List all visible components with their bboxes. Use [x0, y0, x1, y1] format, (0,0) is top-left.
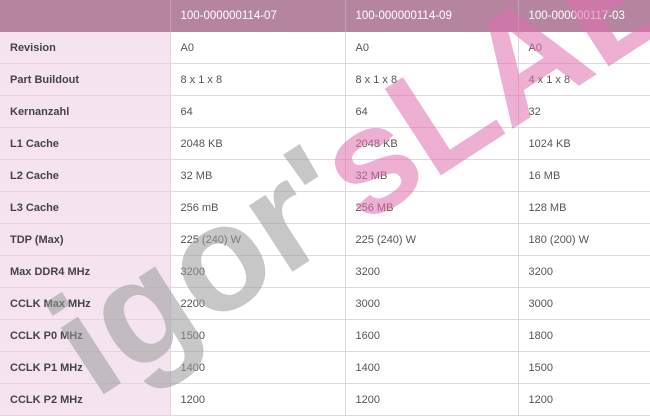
- value-cell: 128 MB: [517, 191, 650, 224]
- value-cell: 3200: [517, 255, 650, 288]
- value-cell: 1200: [517, 383, 650, 416]
- table-row: CCLK Max MHz 2200 3000 3000: [0, 287, 650, 320]
- value-cell: 1500: [517, 351, 650, 384]
- value-cell: 64: [169, 95, 345, 128]
- table-row: L3 Cache 256 mB 256 MB 128 MB: [0, 191, 650, 224]
- table-row: TDP (Max) 225 (240) W 225 (240) W 180 (200)…: [0, 223, 650, 256]
- value-cell: 1600: [344, 319, 518, 352]
- value-cell: 2200: [169, 287, 345, 320]
- value-cell: A0: [169, 32, 345, 64]
- table-row: Kernanzahl 64 64 32: [0, 95, 650, 128]
- value-cell: 1500: [169, 319, 345, 352]
- value-cell: 2048 KB: [344, 127, 518, 160]
- row-label: L2 Cache: [0, 159, 170, 192]
- table-row: Max DDR4 MHz 3200 3200 3200: [0, 255, 650, 288]
- row-label: Part Buildout: [0, 63, 170, 96]
- value-cell: 180 (200) W: [517, 223, 650, 256]
- row-label: CCLK Max MHz: [0, 287, 170, 320]
- value-cell: 1400: [344, 351, 518, 384]
- value-cell: 3200: [344, 255, 518, 288]
- value-cell: 32 MB: [344, 159, 518, 192]
- value-cell: 1400: [169, 351, 345, 384]
- value-cell: 256 mB: [169, 191, 345, 224]
- table-row: Revision A0 A0 A0: [0, 32, 650, 64]
- header-cell: 100-000000117-03: [517, 0, 650, 32]
- value-cell: 256 MB: [344, 191, 518, 224]
- value-cell: 1200: [169, 383, 345, 416]
- value-cell: A0: [344, 32, 518, 64]
- table-row: CCLK P0 MHz 1500 1600 1800: [0, 319, 650, 352]
- row-label: Revision: [0, 32, 170, 64]
- value-cell: 1800: [517, 319, 650, 352]
- value-cell: 225 (240) W: [169, 223, 345, 256]
- value-cell: 1024 KB: [517, 127, 650, 160]
- value-cell: 32 MB: [169, 159, 345, 192]
- table-row: L1 Cache 2048 KB 2048 KB 1024 KB: [0, 127, 650, 160]
- value-cell: 8 x 1 x 8: [344, 63, 518, 96]
- value-cell: 4 x 1 x 8: [517, 63, 650, 96]
- table-row: CCLK P2 MHz 1200 1200 1200: [0, 383, 650, 416]
- row-label: CCLK P0 MHz: [0, 319, 170, 352]
- table-row: CCLK P1 MHz 1400 1400 1500: [0, 351, 650, 384]
- row-label: Max DDR4 MHz: [0, 255, 170, 288]
- table-row: L2 Cache 32 MB 32 MB 16 MB: [0, 159, 650, 192]
- header-row: 100-000000114-07 100-000000114-09 100-00…: [0, 0, 650, 32]
- value-cell: 8 x 1 x 8: [169, 63, 345, 96]
- value-cell: 3000: [344, 287, 518, 320]
- value-cell: A0: [517, 32, 650, 64]
- value-cell: 3000: [517, 287, 650, 320]
- row-label: TDP (Max): [0, 223, 170, 256]
- value-cell: 225 (240) W: [344, 223, 518, 256]
- row-label: L1 Cache: [0, 127, 170, 160]
- value-cell: 1200: [344, 383, 518, 416]
- value-cell: 16 MB: [517, 159, 650, 192]
- row-label: CCLK P1 MHz: [0, 351, 170, 384]
- value-cell: 3200: [169, 255, 345, 288]
- row-label: CCLK P2 MHz: [0, 383, 170, 416]
- value-cell: 2048 KB: [169, 127, 345, 160]
- value-cell: 32: [517, 95, 650, 128]
- header-cell: 100-000000114-09: [344, 0, 518, 32]
- header-cell: 100-000000114-07: [169, 0, 345, 32]
- header-cell: [0, 0, 170, 32]
- row-label: L3 Cache: [0, 191, 170, 224]
- row-label: Kernanzahl: [0, 95, 170, 128]
- value-cell: 64: [344, 95, 518, 128]
